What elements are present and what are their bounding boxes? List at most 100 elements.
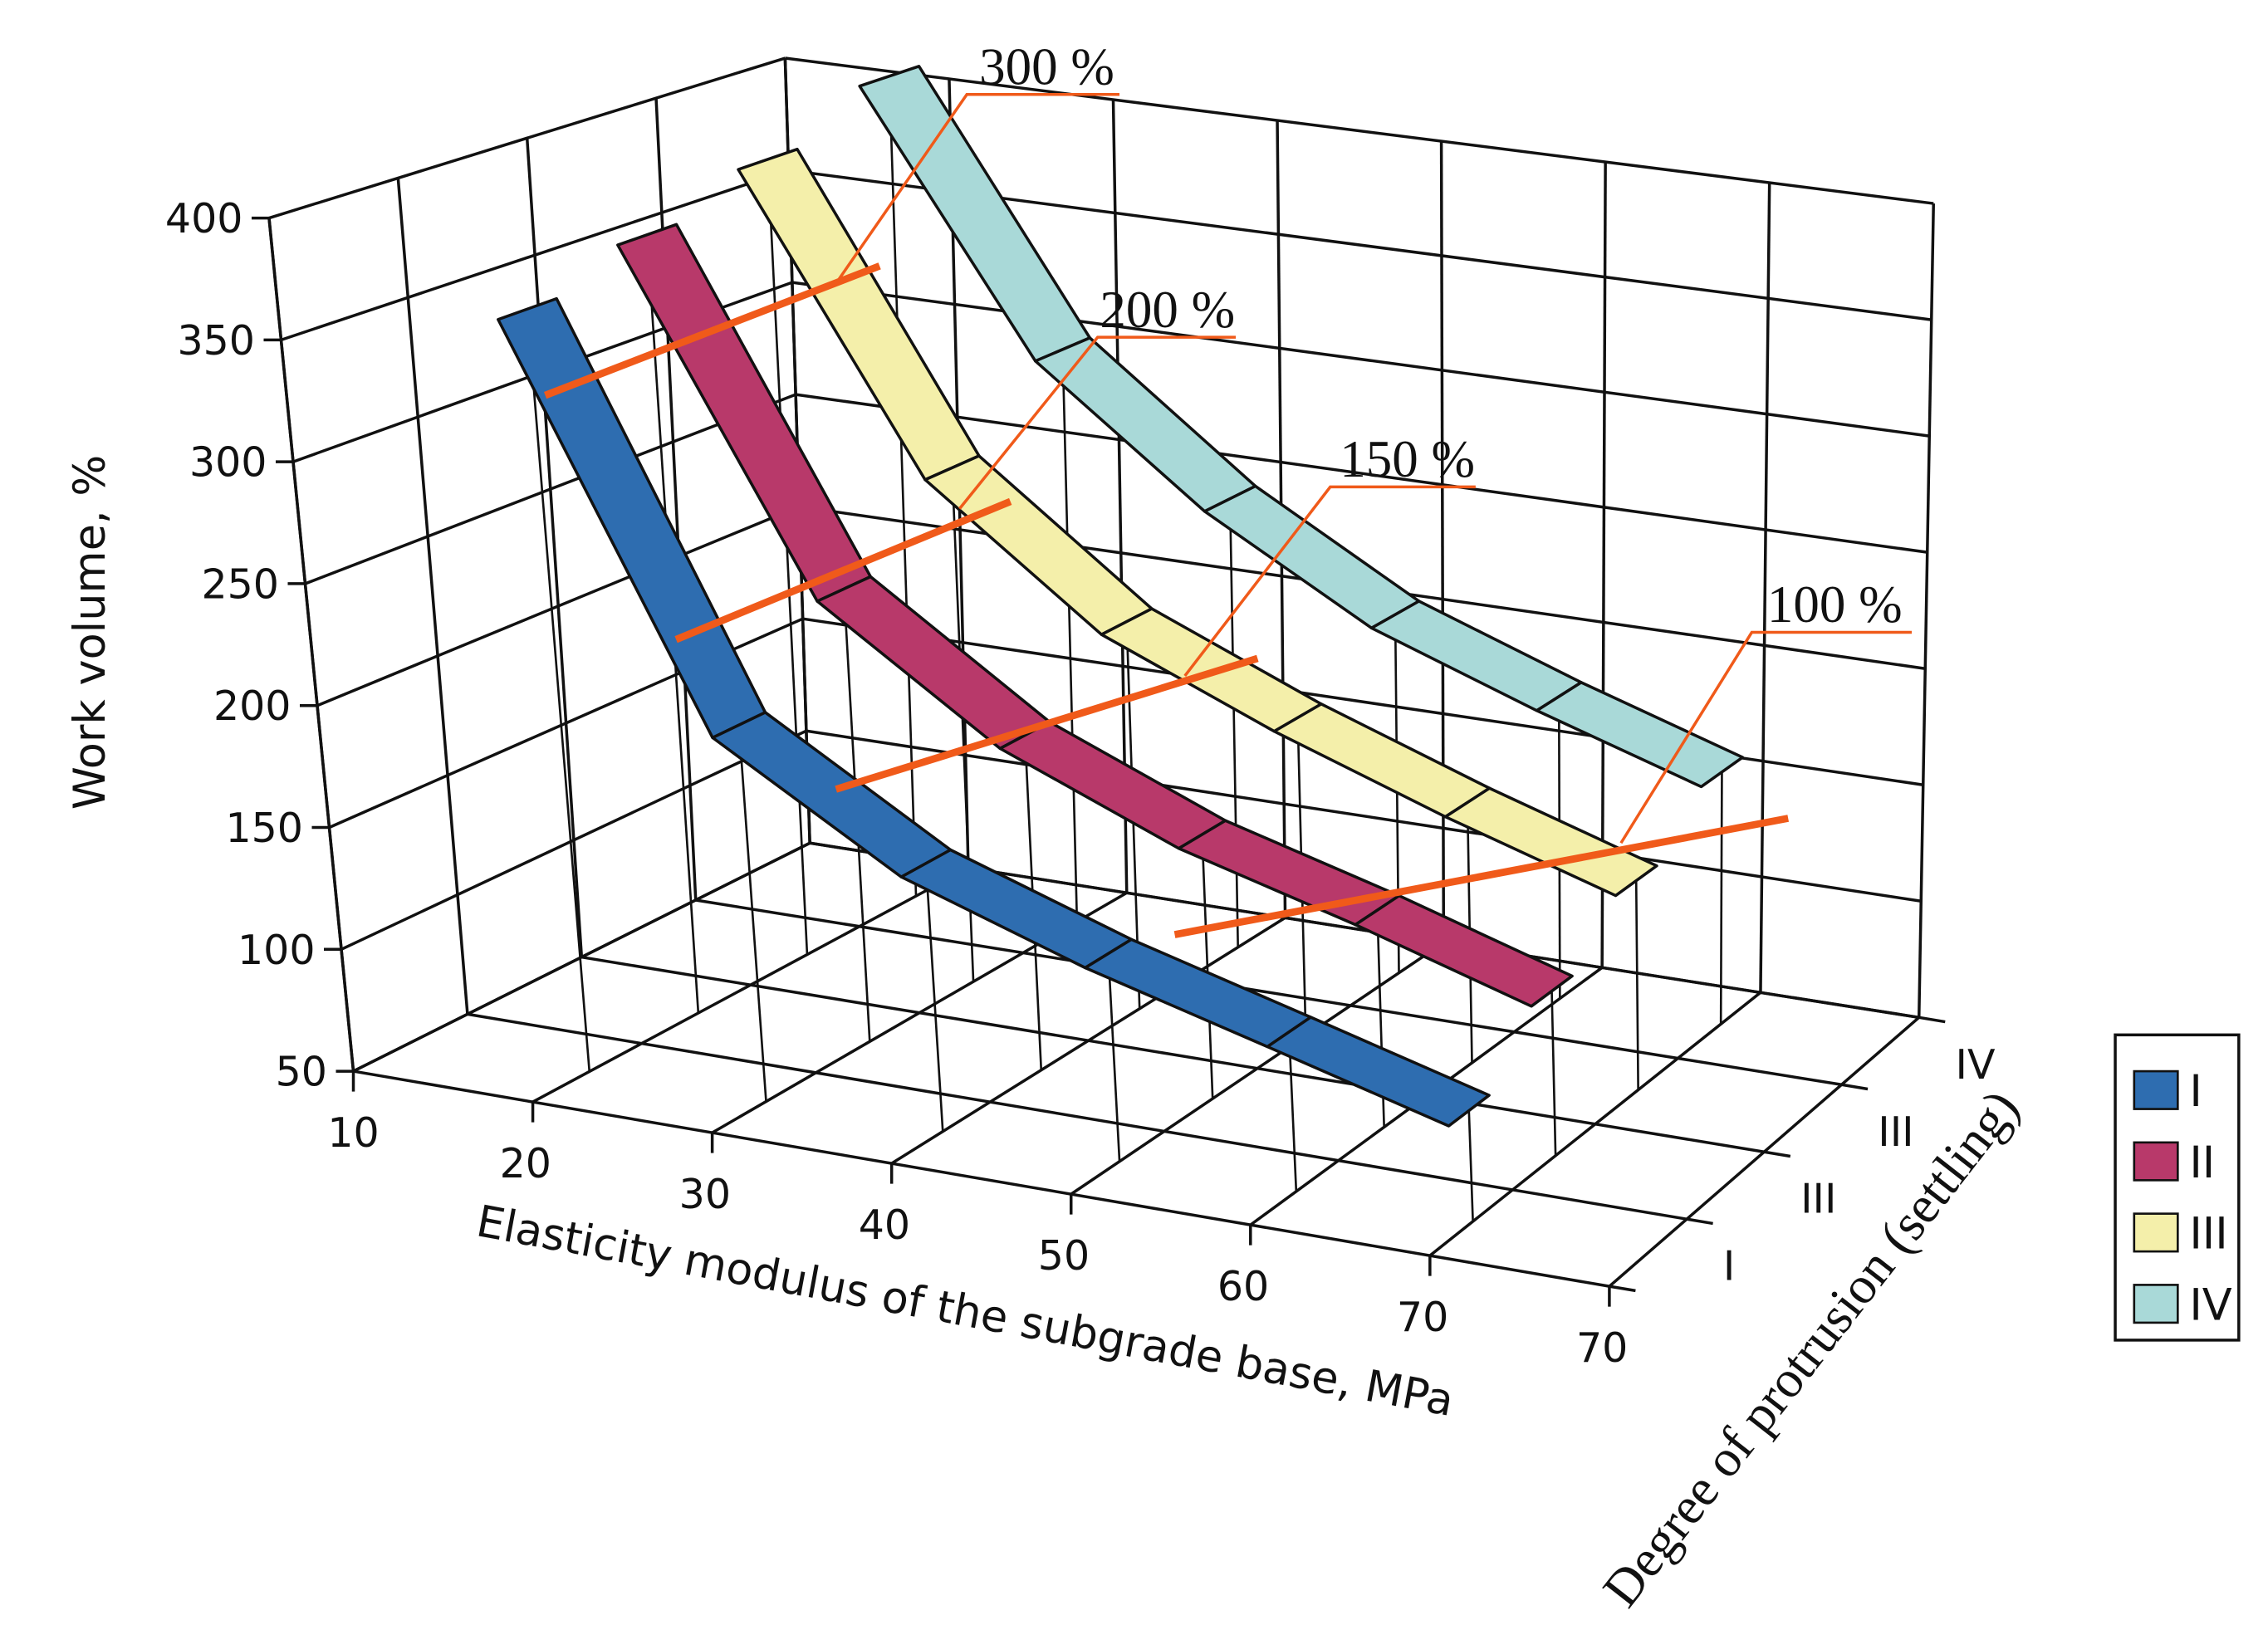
annotation-label: 100 % — [1767, 575, 1903, 634]
floor-gridline-z — [353, 1069, 1610, 1288]
legend-swatch — [2133, 1069, 2179, 1110]
z-tick-mark — [1764, 1150, 1791, 1158]
leader-line — [958, 335, 1237, 510]
iso-line — [835, 654, 1259, 793]
back-wall-gridline — [806, 729, 1922, 903]
ribbon-drop-line — [1061, 349, 1079, 922]
legend-swatch — [2133, 1141, 2179, 1182]
ribbon-drop-line — [526, 309, 591, 1072]
left-wall-gridline — [268, 56, 786, 220]
x-tick-label: 20 — [500, 1140, 551, 1187]
legend-swatch — [2133, 1284, 2179, 1324]
y-tick-label: 400 — [165, 195, 243, 242]
annotation-3: 100 % — [1173, 575, 1912, 938]
iso-line — [1173, 815, 1790, 938]
y-axis-title: Work volume, % — [65, 455, 115, 810]
back-wall-vline — [1439, 141, 1446, 943]
ribbon-drop-line — [1228, 498, 1239, 947]
ribbon-segment — [1354, 893, 1574, 1008]
z-tick-label: IV — [1956, 1041, 1996, 1089]
back-wall-vline — [1111, 100, 1129, 893]
x-tick-label: 30 — [679, 1171, 731, 1218]
ribbon-segment — [1535, 681, 1745, 789]
z-tick-mark — [1609, 1285, 1636, 1293]
ribbon-segment — [1266, 1016, 1491, 1128]
annotation-0: 300 % — [543, 38, 1119, 399]
z-tick-label: III — [1878, 1109, 1913, 1156]
back-wall-gridline — [795, 393, 1928, 554]
ribbon-drop-line — [737, 725, 767, 1102]
legend-item-IV: IV — [2133, 1280, 2232, 1330]
ribbon-segment — [1034, 336, 1257, 513]
left-wall-vline — [396, 178, 469, 1015]
x-tick-label: 10 — [327, 1109, 379, 1157]
leader-line — [835, 93, 1119, 285]
ribbon-drop-line — [1467, 1110, 1474, 1221]
leader-line — [1183, 485, 1476, 678]
y-tick-label: 250 — [201, 560, 279, 608]
ribbon-segment — [1177, 819, 1401, 927]
floor-gridline-z — [467, 1012, 1688, 1221]
ribbon-series-IV — [858, 65, 1745, 1025]
y-tick-label: 200 — [213, 683, 291, 730]
ribbon-drop-line — [888, 76, 918, 897]
floor-gridline-z — [581, 955, 1765, 1153]
legend-label: II — [2189, 1138, 2215, 1188]
legend-item-II: II — [2133, 1138, 2215, 1188]
x-tick-label: 40 — [859, 1202, 910, 1249]
ribbon-segment — [1272, 702, 1492, 819]
y-tick-label: 300 — [189, 439, 267, 487]
z-tick-mark — [1841, 1083, 1869, 1091]
x-tick-label: 50 — [1038, 1232, 1090, 1280]
y-tick-label: 100 — [238, 927, 316, 974]
left-wall-vline — [654, 98, 698, 901]
annotation-2: 150 % — [835, 430, 1476, 793]
z-tick-mark — [1918, 1016, 1946, 1024]
ribbon-drop-line — [767, 159, 809, 955]
annotations: 300 % 200 % 150 % 100 % — [543, 38, 1912, 938]
ribbon-segment — [998, 720, 1227, 850]
ribbon-segment — [1443, 786, 1658, 898]
annotation-label: 300 % — [979, 38, 1114, 96]
annotation-1: 200 % — [674, 281, 1237, 644]
floor-gridline-x — [352, 841, 811, 1073]
legend-item-I: I — [2133, 1066, 2202, 1117]
y-tick-label: 50 — [276, 1049, 327, 1096]
legend-label: I — [2189, 1066, 2202, 1117]
back-wall-vline — [1600, 162, 1607, 968]
x-tick-label: 70 — [1576, 1324, 1628, 1372]
back-wall-vline — [1917, 203, 1935, 1018]
y-tick-label: 150 — [225, 805, 303, 852]
floor-gridline-z — [695, 898, 1842, 1086]
legend-label: III — [2189, 1209, 2227, 1260]
annotation-label: 200 % — [1100, 281, 1235, 339]
legend-item-III: III — [2133, 1209, 2228, 1260]
ribbon-drop-line — [1550, 991, 1557, 1156]
y-axis-line — [267, 218, 355, 1072]
ribbons — [497, 65, 1745, 1221]
x-axis-title: Elasticity modulus of the subgrade base,… — [473, 1196, 1457, 1427]
leader-line — [1619, 630, 1912, 844]
z-tick-mark — [1686, 1217, 1713, 1226]
z-tick-label: III — [1800, 1176, 1836, 1223]
z-axis-title: Degree of protrusion (settling) — [1591, 1079, 2030, 1618]
legend-label: IV — [2189, 1280, 2231, 1330]
ribbon-drop-line — [924, 863, 944, 1132]
z-tick-label: I — [1723, 1243, 1735, 1290]
ribbon-drop-line — [1634, 880, 1639, 1090]
back-wall-gridline — [791, 281, 1930, 438]
ribbon-drop-line — [1201, 834, 1214, 1099]
iso-line — [674, 497, 1012, 644]
ribbon-drop-line — [1719, 771, 1723, 1025]
x-tick-label: 60 — [1217, 1263, 1269, 1310]
ribbon-drop-line — [1107, 953, 1121, 1162]
iso-line — [543, 262, 881, 399]
annotation-label: 150 % — [1340, 430, 1475, 488]
grid — [251, 56, 1946, 1307]
ribbon-segment — [1369, 600, 1583, 712]
y-tick-label: 350 — [177, 317, 255, 365]
back-wall-vline — [1759, 183, 1771, 993]
left-wall-vline — [525, 138, 584, 957]
